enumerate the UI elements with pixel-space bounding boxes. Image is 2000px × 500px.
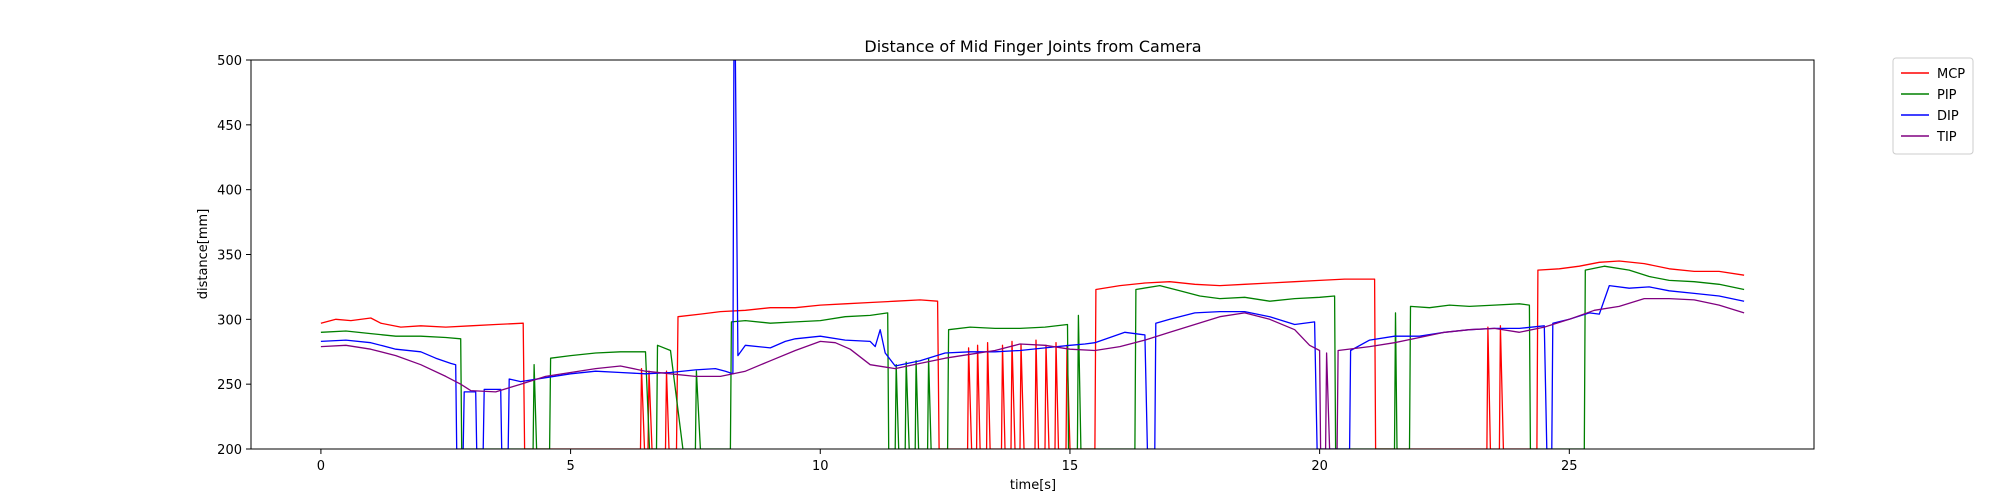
x-axis: 0 5 10 15 20 25 bbox=[317, 449, 1578, 474]
y-axis: 200 250 300 350 400 450 500 bbox=[217, 54, 251, 458]
x-tick-label: 0 bbox=[317, 459, 325, 474]
legend-label-dip: DIP bbox=[1937, 109, 1959, 124]
series-layer bbox=[320, 60, 1745, 449]
x-tick-label: 5 bbox=[566, 459, 574, 474]
y-tick-label: 350 bbox=[217, 249, 242, 264]
x-tick-label: 25 bbox=[1561, 459, 1578, 474]
legend-label-tip: TIP bbox=[1936, 130, 1957, 145]
y-tick-label: 500 bbox=[217, 54, 242, 69]
y-tick-label: 200 bbox=[217, 443, 242, 458]
legend-box bbox=[1892, 57, 1974, 155]
y-tick-label: 250 bbox=[217, 378, 242, 393]
y-tick-label: 300 bbox=[217, 313, 242, 328]
legend-label-mcp: MCP bbox=[1937, 67, 1965, 82]
x-axis-label: time[s] bbox=[1010, 478, 1056, 493]
y-axis-label: distance[mm] bbox=[196, 209, 211, 300]
plot-frame bbox=[250, 59, 1815, 450]
x-tick-label: 15 bbox=[1062, 459, 1079, 474]
y-tick-label: 400 bbox=[217, 184, 242, 199]
legend-label-pip: PIP bbox=[1937, 88, 1957, 103]
series-line-tip bbox=[320, 297, 1745, 449]
x-tick-label: 20 bbox=[1311, 459, 1328, 474]
series-line-mcp bbox=[320, 260, 1745, 449]
legend: MCP PIP DIP TIP bbox=[1892, 57, 1974, 155]
x-tick-label: 10 bbox=[812, 459, 829, 474]
chart-title: Distance of Mid Finger Joints from Camer… bbox=[864, 37, 1201, 56]
y-tick-label: 450 bbox=[217, 119, 242, 134]
series-line-pip bbox=[320, 265, 1745, 449]
